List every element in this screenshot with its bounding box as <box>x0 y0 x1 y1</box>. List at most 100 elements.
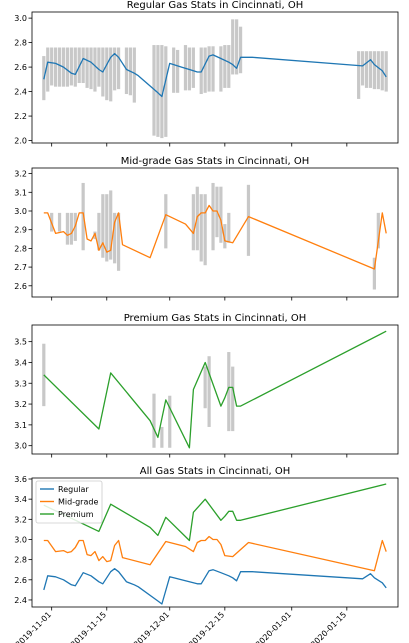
range-bar <box>46 47 50 92</box>
range-bar <box>116 212 121 271</box>
y-tick-label: 2.8 <box>14 39 27 48</box>
y-tick-label: 2.2 <box>14 112 27 121</box>
range-bar <box>69 47 73 86</box>
range-bar <box>164 46 168 137</box>
range-bar <box>65 47 70 87</box>
range-bar <box>69 212 73 245</box>
series-line-1 <box>43 52 387 98</box>
range-bar <box>89 47 93 90</box>
range-bar <box>207 46 211 92</box>
range-bar <box>113 47 117 91</box>
chart-panel-3: Premium Gas Stats in Cincinnati, OH 3.0 3.… <box>14 313 399 458</box>
legend-label: Mid-grade <box>58 498 98 507</box>
legend-label: Regular <box>58 485 89 494</box>
y-tick-label: 3.4 <box>14 358 27 367</box>
y-tick-label: 2.9 <box>14 226 27 235</box>
y-tick-label: 2.6 <box>14 63 27 72</box>
y-tick-label: 2.6 <box>14 576 27 585</box>
range-bar <box>152 393 156 448</box>
range-bar <box>223 45 227 88</box>
y-tick-label: 2.8 <box>14 556 27 565</box>
y-tick-label: 3.3 <box>14 379 27 388</box>
range-bar <box>160 426 164 448</box>
y-tick-label: 2.4 <box>14 596 27 605</box>
legend-box <box>35 480 103 524</box>
range-bar <box>246 184 251 256</box>
range-bar <box>219 186 223 243</box>
plot-frame <box>31 11 399 144</box>
range-bar <box>152 45 156 136</box>
y-tick-label: 2.4 <box>14 88 27 97</box>
range-bar <box>238 26 243 74</box>
range-bar <box>93 47 97 92</box>
chart-title: Mid-grade Gas Stats in Cincinnati, OH <box>121 156 310 167</box>
range-bar <box>132 47 136 103</box>
range-bar <box>101 194 105 258</box>
range-bar <box>219 46 223 92</box>
y-tick-label: 3.2 <box>14 170 27 179</box>
range-bar <box>231 19 235 75</box>
y-tick-label: 2.7 <box>14 263 27 272</box>
range-bar <box>164 194 168 249</box>
plot-frame <box>31 477 399 608</box>
legend-label: Premium <box>58 510 94 519</box>
range-bar <box>116 47 121 90</box>
series-line-2 <box>43 535 387 572</box>
chart-title: Regular Gas Stats in Cincinnati, OH <box>127 0 303 11</box>
y-tick-label: 3.0 <box>14 207 27 216</box>
range-bar <box>172 47 176 93</box>
range-bar <box>360 51 365 86</box>
range-bar <box>376 212 380 249</box>
range-bar <box>231 366 235 432</box>
range-bar <box>227 212 231 243</box>
range-bar <box>191 47 195 88</box>
range-bar <box>168 395 172 448</box>
y-tick-label: 2.6 <box>14 282 27 291</box>
range-bar <box>191 194 195 251</box>
range-bar <box>57 47 62 87</box>
chart-title: All Gas Stats in Cincinnati, OH <box>140 466 290 477</box>
y-tick-label: 3.1 <box>14 188 27 197</box>
range-bar <box>176 49 180 93</box>
range-bar <box>57 212 62 232</box>
range-bar <box>211 182 215 251</box>
y-tick-label: 3.4 <box>14 495 27 504</box>
series-line-1 <box>43 204 387 270</box>
range-bar <box>376 51 380 90</box>
range-bar <box>109 47 113 102</box>
range-bar <box>384 51 388 92</box>
y-tick-label: 3.2 <box>14 515 27 524</box>
chart-panel-1: Regular Gas Stats in Cincinnati, OH 2.0 2.… <box>14 0 399 147</box>
series-line-1 <box>43 568 387 605</box>
range-bar <box>54 47 58 87</box>
range-bar <box>227 45 231 88</box>
y-tick-label: 3.0 <box>14 535 27 544</box>
chart-panel-2: Mid-grade Gas Stats in Cincinnati, OH 2.6… <box>14 156 399 301</box>
range-bar <box>235 19 239 75</box>
range-bar <box>227 352 231 432</box>
range-bar <box>357 51 361 99</box>
legend: Regular Mid-grade Premium <box>35 480 103 524</box>
range-bar <box>97 47 101 87</box>
range-bar <box>223 224 227 249</box>
range-bar <box>203 194 207 266</box>
chart-title: Premium Gas Stats in Cincinnati, OH <box>124 313 307 324</box>
range-bar <box>211 46 215 92</box>
y-tick-label: 3.5 <box>14 338 27 347</box>
y-tick-label: 3.6 <box>14 475 27 484</box>
series-line-3 <box>43 483 387 542</box>
range-bar <box>199 194 203 262</box>
y-tick-label: 2.8 <box>14 244 27 253</box>
range-bar <box>81 47 85 84</box>
range-bar <box>113 212 117 264</box>
range-bar <box>124 47 129 95</box>
range-bar <box>65 212 70 245</box>
series-line-1 <box>43 330 387 449</box>
range-bar <box>50 47 54 86</box>
plot-frame <box>31 167 399 298</box>
range-bar <box>207 356 211 427</box>
range-bar <box>160 45 164 139</box>
y-tick-label: 3.0 <box>14 442 27 451</box>
range-bar <box>156 45 160 137</box>
